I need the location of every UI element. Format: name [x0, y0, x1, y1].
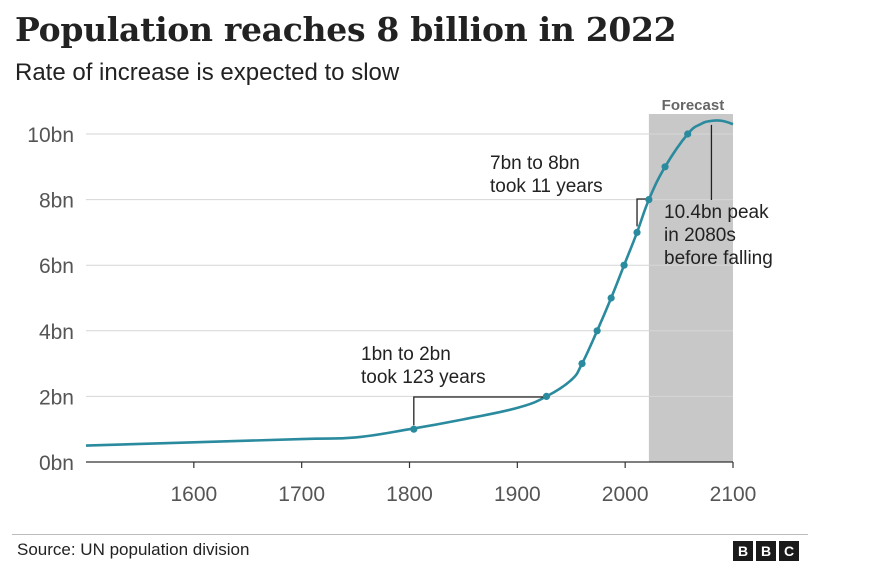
chart-title: Population reaches 8 billion in 2022 [15, 10, 677, 49]
data-point [607, 294, 615, 302]
x-tick-label: 1600 [170, 483, 217, 506]
x-tick-label: 1900 [494, 483, 541, 506]
data-point [645, 196, 653, 204]
bbc-logo-letter: C [779, 541, 799, 561]
x-tick-label: 1700 [278, 483, 325, 506]
population-line [85, 119, 734, 447]
bbc-logo: B B C [733, 541, 799, 561]
y-tick-label: 8bn [39, 190, 74, 213]
annotation-text: took 11 years [490, 176, 603, 197]
annotation-text: 1bn to 2bn [361, 344, 451, 365]
annotation-text: 7bn to 8bn [490, 153, 580, 174]
x-tick-label: 2100 [710, 483, 757, 506]
y-tick-label: 6bn [39, 255, 74, 278]
annotation-text: in 2080s [664, 225, 736, 246]
data-point [684, 130, 692, 138]
forecast-label: Forecast [662, 97, 725, 114]
annotation-bracket-1bn-2bn [413, 396, 547, 426]
bbc-logo-letter: B [733, 541, 753, 561]
data-point [410, 425, 418, 433]
annotation-text: 10.4bn peak [664, 202, 769, 223]
annotation-text: before falling [664, 248, 773, 269]
data-point [593, 327, 601, 335]
data-point [620, 261, 628, 269]
annotation-bracket-7bn-8bn [636, 198, 649, 227]
chart-subtitle: Rate of increase is expected to slow [15, 59, 400, 86]
x-tick-label: 1800 [386, 483, 433, 506]
data-point [578, 360, 586, 368]
forecast-band [648, 114, 733, 462]
y-tick-label: 4bn [39, 321, 74, 344]
data-point [542, 392, 551, 400]
data-point [633, 228, 641, 236]
bbc-logo-letter: B [756, 541, 776, 561]
annotation-text: took 123 years [361, 367, 486, 388]
data-point [661, 163, 669, 171]
y-tick-label: 0bn [39, 452, 74, 475]
source-note: Source: UN population division [17, 540, 250, 559]
y-tick-label: 2bn [39, 386, 74, 409]
footer-divider [12, 534, 808, 535]
y-tick-label: 10bn [27, 124, 74, 147]
x-tick-label: 2000 [602, 483, 649, 506]
